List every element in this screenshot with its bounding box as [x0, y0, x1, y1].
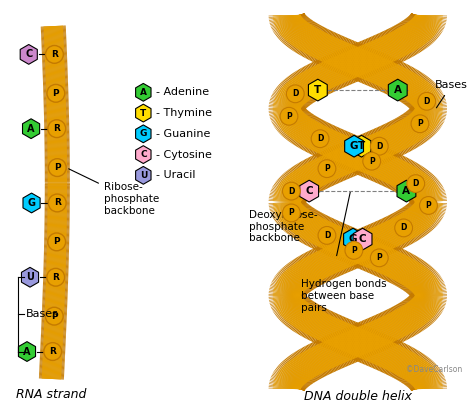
Polygon shape	[397, 180, 416, 202]
Circle shape	[46, 45, 64, 63]
Text: U: U	[26, 272, 34, 282]
Circle shape	[286, 85, 304, 103]
Text: D: D	[317, 134, 323, 143]
Text: A: A	[402, 186, 410, 196]
Text: R: R	[54, 124, 60, 133]
Polygon shape	[352, 135, 371, 157]
Text: P: P	[54, 237, 60, 246]
Polygon shape	[136, 166, 151, 184]
Text: C: C	[359, 234, 366, 244]
Circle shape	[280, 108, 298, 125]
Text: - Uracil: - Uracil	[156, 170, 196, 180]
Text: D: D	[292, 89, 299, 98]
Circle shape	[283, 204, 300, 222]
Text: U: U	[140, 171, 147, 180]
Text: D: D	[288, 187, 294, 196]
Text: P: P	[376, 253, 382, 262]
Text: P: P	[426, 201, 431, 210]
Circle shape	[283, 182, 300, 200]
Circle shape	[318, 160, 336, 178]
Text: R: R	[54, 198, 61, 207]
Circle shape	[47, 84, 65, 102]
Polygon shape	[344, 228, 363, 250]
Polygon shape	[353, 228, 372, 250]
Text: T: T	[314, 85, 321, 95]
Polygon shape	[136, 125, 151, 143]
Text: G: G	[27, 198, 36, 208]
Text: P: P	[53, 89, 59, 98]
Text: D: D	[376, 142, 383, 151]
Text: G: G	[140, 129, 147, 138]
Polygon shape	[23, 119, 40, 139]
Circle shape	[411, 115, 429, 133]
Circle shape	[395, 219, 412, 237]
Text: P: P	[54, 163, 61, 172]
Text: D: D	[424, 97, 430, 106]
Text: T: T	[140, 108, 146, 117]
Circle shape	[48, 194, 66, 212]
Polygon shape	[388, 79, 407, 101]
Text: P: P	[286, 112, 292, 121]
Circle shape	[47, 268, 64, 286]
Text: - Adenine: - Adenine	[156, 87, 210, 97]
Text: C: C	[25, 49, 32, 59]
Text: R: R	[52, 273, 59, 282]
Circle shape	[48, 159, 66, 177]
Polygon shape	[136, 146, 151, 164]
Text: P: P	[369, 157, 374, 166]
Text: G: G	[349, 234, 357, 244]
Text: R: R	[51, 50, 58, 59]
Circle shape	[311, 130, 329, 148]
Circle shape	[48, 233, 65, 251]
Text: Deoxyribose-
phosphate
backbone: Deoxyribose- phosphate backbone	[249, 210, 318, 243]
Text: A: A	[394, 85, 402, 95]
Polygon shape	[21, 267, 38, 287]
Text: - Cytosine: - Cytosine	[156, 150, 212, 160]
Text: - Thymine: - Thymine	[156, 108, 212, 118]
Polygon shape	[309, 79, 327, 101]
Text: D: D	[412, 179, 419, 188]
Circle shape	[370, 137, 388, 155]
Text: Hydrogen bonds
between base
pairs: Hydrogen bonds between base pairs	[301, 279, 387, 312]
Text: Bases: Bases	[26, 309, 59, 319]
Circle shape	[318, 227, 336, 244]
Circle shape	[407, 175, 425, 193]
Text: RNA strand: RNA strand	[16, 388, 87, 401]
Polygon shape	[345, 135, 364, 157]
Text: D: D	[324, 231, 330, 240]
Text: P: P	[51, 312, 57, 321]
Circle shape	[419, 197, 438, 214]
Circle shape	[418, 92, 436, 110]
Text: R: R	[49, 347, 56, 356]
Polygon shape	[136, 83, 151, 101]
Circle shape	[345, 241, 363, 259]
Text: Ribose-
phosphate
backbone: Ribose- phosphate backbone	[69, 169, 159, 216]
Text: DNA double helix: DNA double helix	[304, 390, 412, 403]
Text: - Guanine: - Guanine	[156, 129, 210, 139]
Text: T: T	[358, 141, 365, 151]
Circle shape	[370, 249, 388, 267]
Text: P: P	[351, 246, 357, 255]
Text: P: P	[417, 119, 423, 128]
Text: ©DaveCarlson: ©DaveCarlson	[406, 364, 463, 373]
Polygon shape	[136, 104, 151, 122]
Text: G: G	[350, 141, 358, 151]
Circle shape	[44, 343, 62, 360]
Polygon shape	[18, 342, 36, 362]
Text: C: C	[140, 150, 146, 159]
Polygon shape	[300, 180, 319, 202]
Circle shape	[46, 307, 63, 325]
Circle shape	[48, 120, 66, 137]
Polygon shape	[23, 193, 40, 213]
Text: A: A	[140, 88, 147, 97]
Polygon shape	[20, 45, 37, 64]
Text: A: A	[27, 124, 35, 134]
Text: D: D	[401, 223, 407, 232]
Text: C: C	[305, 186, 313, 196]
Text: P: P	[289, 209, 294, 218]
Text: A: A	[23, 346, 31, 357]
Circle shape	[363, 152, 381, 170]
Text: Bases: Bases	[435, 80, 468, 108]
Text: P: P	[324, 164, 330, 173]
